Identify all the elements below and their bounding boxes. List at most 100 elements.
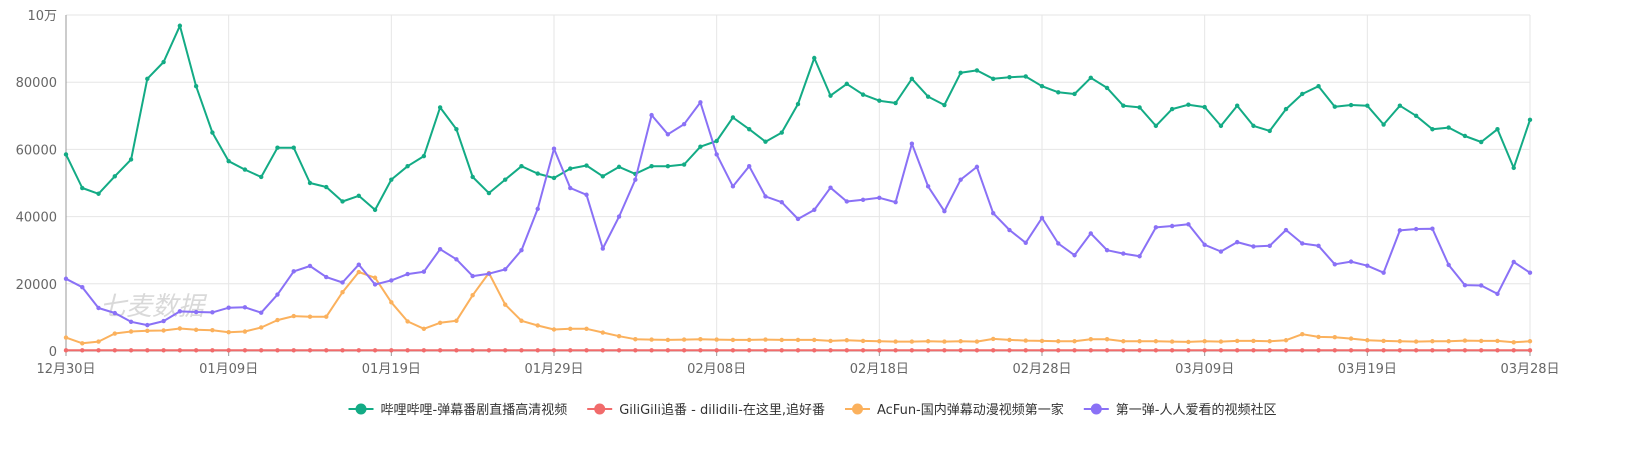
data-point[interactable] xyxy=(275,348,280,353)
data-point[interactable] xyxy=(584,192,589,197)
data-point[interactable] xyxy=(210,327,215,333)
data-point[interactable] xyxy=(1348,102,1354,108)
data-point[interactable] xyxy=(1332,262,1338,267)
data-point[interactable] xyxy=(1121,339,1126,344)
data-point[interactable] xyxy=(1413,339,1419,344)
data-point[interactable] xyxy=(291,269,296,274)
data-point[interactable] xyxy=(177,309,183,314)
data-point[interactable] xyxy=(128,157,134,162)
data-point[interactable] xyxy=(405,348,410,353)
data-point[interactable] xyxy=(828,93,833,98)
data-point[interactable] xyxy=(958,339,963,344)
data-point[interactable] xyxy=(795,101,801,107)
data-point[interactable] xyxy=(1495,127,1500,132)
data-point[interactable] xyxy=(860,348,866,353)
data-point[interactable] xyxy=(193,348,199,353)
data-point[interactable] xyxy=(763,337,768,342)
data-point[interactable] xyxy=(633,337,638,342)
data-point[interactable] xyxy=(356,193,361,198)
data-point[interactable] xyxy=(1039,348,1045,353)
data-point[interactable] xyxy=(96,305,101,311)
data-point[interactable] xyxy=(1104,85,1110,91)
data-point[interactable] xyxy=(1186,102,1191,107)
data-point[interactable] xyxy=(730,115,736,120)
data-point[interactable] xyxy=(698,100,703,105)
data-point[interactable] xyxy=(535,206,540,212)
data-point[interactable] xyxy=(1300,332,1305,337)
data-point[interactable] xyxy=(1527,270,1533,275)
data-point[interactable] xyxy=(1283,227,1289,233)
data-point[interactable] xyxy=(551,327,557,332)
data-point[interactable] xyxy=(275,317,280,323)
data-point[interactable] xyxy=(763,194,768,199)
data-point[interactable] xyxy=(1511,340,1516,345)
data-point[interactable] xyxy=(1137,254,1142,259)
data-point[interactable] xyxy=(1121,251,1126,256)
data-point[interactable] xyxy=(1235,348,1240,353)
data-point[interactable] xyxy=(1104,337,1110,342)
data-point[interactable] xyxy=(259,325,264,330)
legend[interactable]: 哔哩哔哩-弹幕番剧直播高清视频 GiliGili追番 - dilidili-在这里… xyxy=(348,402,1277,418)
data-point[interactable] xyxy=(942,102,947,108)
data-point[interactable] xyxy=(1235,103,1240,108)
data-point[interactable] xyxy=(503,267,508,272)
data-point[interactable] xyxy=(1348,336,1354,341)
data-point[interactable] xyxy=(1023,348,1028,353)
data-point[interactable] xyxy=(1479,338,1484,344)
data-point[interactable] xyxy=(1235,239,1240,245)
data-point[interactable] xyxy=(812,348,817,353)
data-point[interactable] xyxy=(1381,122,1386,127)
data-point[interactable] xyxy=(649,164,654,169)
legend-item-0[interactable]: 哔哩哔哩-弹幕番剧直播高清视频 xyxy=(348,402,568,418)
data-point[interactable] xyxy=(80,284,85,290)
data-point[interactable] xyxy=(828,185,833,190)
data-point[interactable] xyxy=(909,348,915,353)
data-point[interactable] xyxy=(519,248,524,253)
data-point[interactable] xyxy=(405,319,410,324)
data-point[interactable] xyxy=(1283,348,1289,353)
data-point[interactable] xyxy=(1413,113,1419,119)
data-point[interactable] xyxy=(1153,123,1159,129)
data-point[interactable] xyxy=(242,329,248,334)
data-point[interactable] xyxy=(242,167,248,172)
data-point[interactable] xyxy=(307,180,313,186)
data-point[interactable] xyxy=(405,271,410,277)
data-point[interactable] xyxy=(226,305,231,310)
data-point[interactable] xyxy=(1202,242,1207,248)
data-point[interactable] xyxy=(991,211,996,216)
data-point[interactable] xyxy=(437,105,443,110)
data-point[interactable] xyxy=(600,330,605,335)
data-point[interactable] xyxy=(1365,263,1370,268)
data-point[interactable] xyxy=(1039,215,1045,221)
data-point[interactable] xyxy=(1430,339,1435,344)
data-point[interactable] xyxy=(307,263,313,269)
data-point[interactable] xyxy=(503,177,508,182)
data-point[interactable] xyxy=(1023,338,1028,343)
data-point[interactable] xyxy=(812,55,817,61)
data-point[interactable] xyxy=(958,177,963,182)
data-point[interactable] xyxy=(714,337,719,342)
data-point[interactable] xyxy=(259,174,264,180)
data-point[interactable] xyxy=(421,269,427,274)
data-point[interactable] xyxy=(1251,338,1256,344)
data-point[interactable] xyxy=(1511,165,1516,171)
data-point[interactable] xyxy=(1446,262,1451,268)
data-point[interactable] xyxy=(1072,339,1077,344)
data-point[interactable] xyxy=(1267,128,1272,134)
data-point[interactable] xyxy=(454,127,459,132)
data-point[interactable] xyxy=(828,338,833,344)
data-point[interactable] xyxy=(161,318,166,324)
data-point[interactable] xyxy=(844,348,849,353)
data-point[interactable] xyxy=(795,348,801,353)
data-point[interactable] xyxy=(1088,348,1094,353)
data-point[interactable] xyxy=(893,199,898,205)
data-point[interactable] xyxy=(958,348,963,353)
data-point[interactable] xyxy=(421,326,427,332)
data-point[interactable] xyxy=(763,348,768,353)
data-point[interactable] xyxy=(1251,244,1256,249)
data-point[interactable] xyxy=(649,337,654,342)
data-point[interactable] xyxy=(991,336,996,342)
data-point[interactable] xyxy=(63,335,69,340)
data-point[interactable] xyxy=(226,329,231,335)
data-point[interactable] xyxy=(372,207,378,213)
